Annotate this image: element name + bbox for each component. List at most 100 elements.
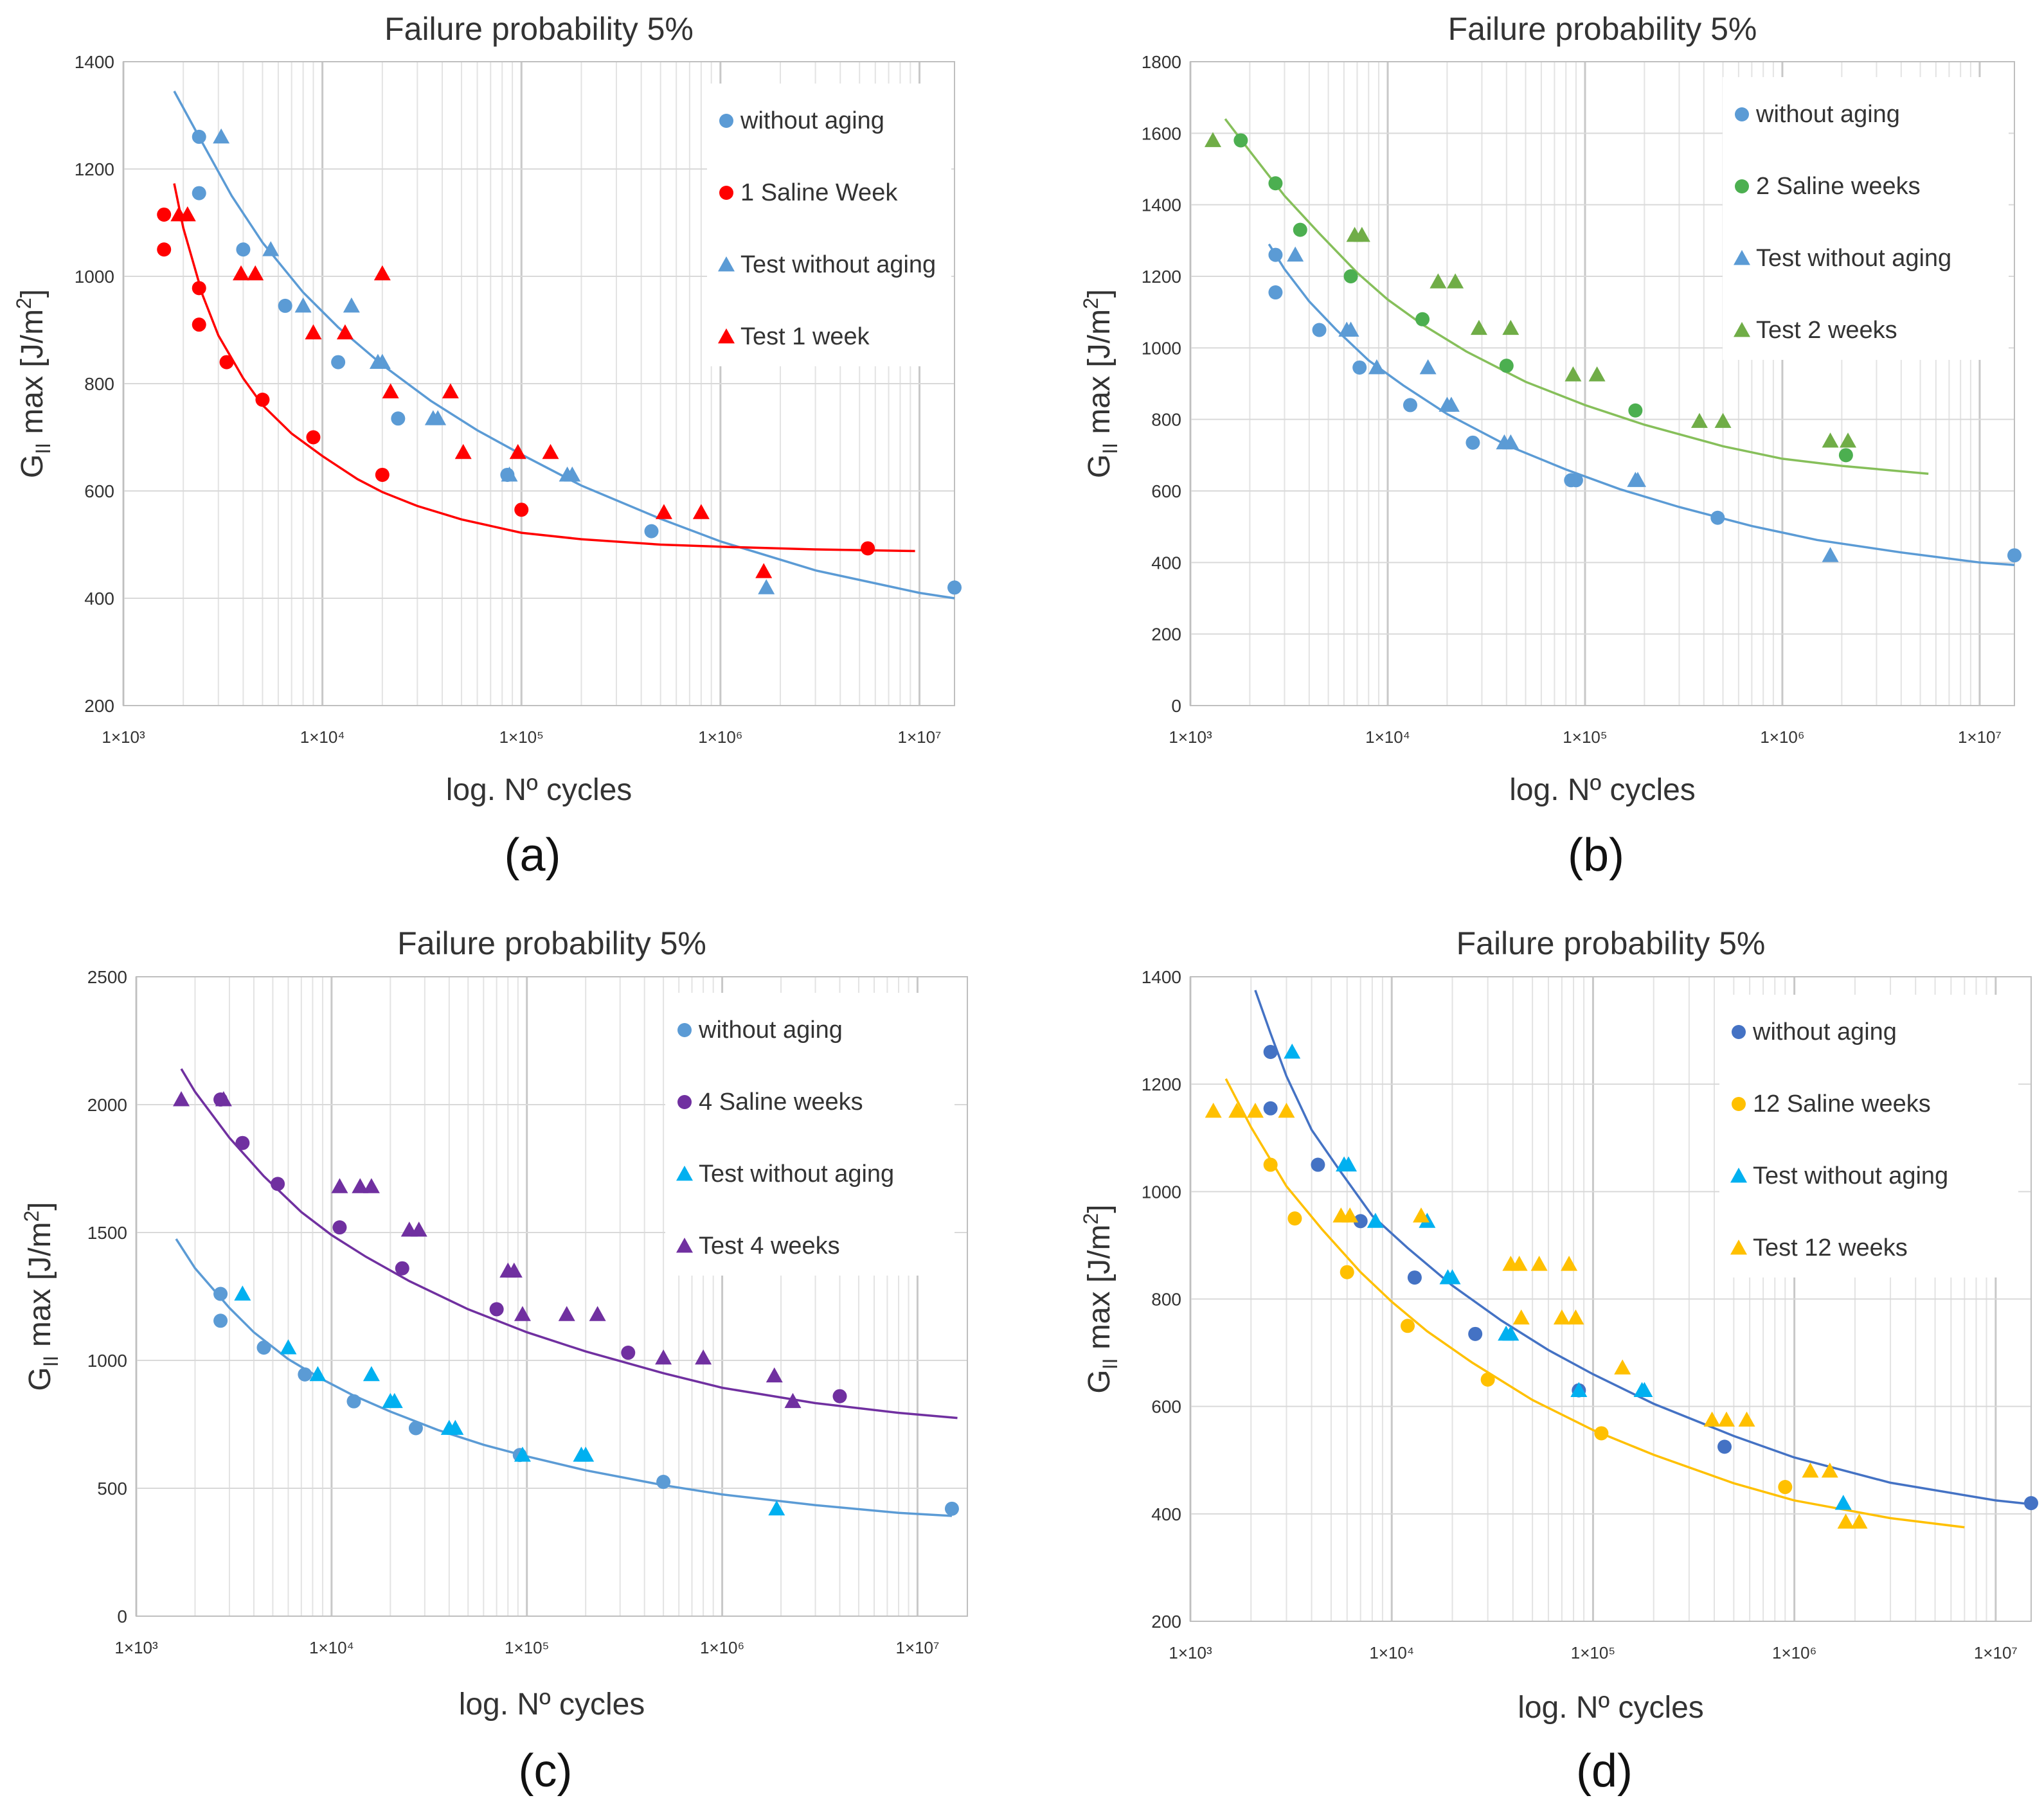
point-without-aging [256, 1340, 271, 1355]
point-2-saline-weeks [1268, 176, 1283, 191]
y-tick-label: 1600 [1142, 123, 1181, 143]
point-test-without-aging [1444, 1269, 1461, 1285]
legend-box [1719, 995, 2018, 1277]
point-test-without-aging [213, 128, 230, 144]
legend-box [665, 993, 955, 1276]
trendline-12-saline-weeks [1224, 1078, 1965, 1529]
point-test-2-weeks [1822, 432, 1839, 448]
trendline-without-aging [1268, 243, 2015, 566]
point-4-saline-weeks [621, 1346, 636, 1360]
x-tick-label: 1×10⁵ [499, 727, 544, 747]
point-without-aging [1352, 360, 1367, 375]
point-test-2-weeks [1588, 366, 1606, 382]
point-test-without-aging [1284, 1044, 1301, 1059]
point-test-without-aging [1340, 1156, 1357, 1171]
point-2-saline-weeks [1343, 269, 1358, 283]
point-test-12-weeks [1614, 1359, 1631, 1375]
point-1-saline-week [192, 317, 206, 332]
y-axis-label: GII max [J/m2] [1079, 289, 1122, 478]
point-without-aging [1468, 1326, 1483, 1341]
point-test-12-weeks [1205, 1102, 1222, 1118]
point-test-12-weeks [1246, 1102, 1264, 1118]
y-tick-label: 1500 [87, 1223, 127, 1243]
point-without-aging [947, 580, 962, 595]
point-test-4-weeks [766, 1367, 783, 1383]
point-test-1-week [542, 443, 559, 459]
point-test-without-aging [514, 1447, 531, 1462]
point-test-12-weeks [1530, 1256, 1548, 1271]
point-test-1-week [454, 443, 472, 459]
point-test-4-weeks [514, 1306, 531, 1321]
legend-label-without-aging: without aging [740, 107, 884, 134]
point-without-aging [331, 355, 346, 369]
point-test-2-weeks [1470, 319, 1487, 335]
chart-3: 0 500 1000 1500 2000 2500 1×10³ 1×10⁴ 1×10⁵ 1×10⁶… [20, 925, 968, 1797]
point-test-12-weeks [1228, 1102, 1246, 1118]
y-tick-label: 1000 [87, 1351, 127, 1371]
y-tick-label: 800 [1151, 410, 1181, 430]
point-test-without-aging [768, 1500, 785, 1516]
point-test-12-weeks [1278, 1102, 1295, 1118]
legend-label-test-without-aging: Test without aging [699, 1161, 894, 1188]
x-tick-label: 1×10⁴ [1365, 727, 1410, 747]
point-1-saline-week [306, 430, 321, 445]
y-tick-label: 1800 [1142, 52, 1181, 72]
legend-marker-4-saline-weeks [677, 1095, 692, 1109]
legend-marker-test-12-weeks [1730, 1240, 1747, 1255]
legend-label-test-1-week: Test 1 week [740, 323, 870, 350]
point-2-saline-weeks [1628, 403, 1643, 418]
point-test-12-weeks [1512, 1309, 1530, 1325]
point-test-1-week [233, 265, 250, 281]
chart-4: 200 400 600 800 1000 1200 1400 1×10³ 1×10⁴ 1×10⁵ 1… [1079, 925, 2038, 1797]
point-test-12-weeks [1738, 1411, 1755, 1427]
point-test-2-weeks [1430, 273, 1447, 289]
point-test-without-aging [1822, 547, 1839, 562]
point-test-without-aging [234, 1285, 251, 1301]
point-2-saline-weeks [1415, 312, 1430, 326]
panel-label: (b) [1568, 830, 1624, 881]
plot-area [136, 976, 968, 1617]
point-test-without-aging [1287, 246, 1304, 262]
point-without-aging [2024, 1496, 2038, 1511]
point-test-without-aging [1367, 1213, 1384, 1228]
point-4-saline-weeks [235, 1135, 250, 1150]
point-test-2-weeks [1690, 413, 1708, 428]
chart-title: Failure probability 5% [397, 925, 706, 961]
point-without-aging [1263, 1045, 1278, 1060]
point-test-without-aging [1342, 321, 1359, 337]
point-test-without-aging [429, 410, 447, 425]
y-tick-label: 500 [97, 1479, 127, 1499]
point-test-without-aging [1629, 472, 1646, 487]
legend-label-without-aging: without aging [1755, 101, 1900, 128]
legend-marker-test-without-aging [676, 1166, 693, 1181]
point-12-saline-weeks [1480, 1372, 1495, 1387]
point-test-without-aging [309, 1366, 327, 1382]
point-test-12-weeks [1802, 1462, 1819, 1478]
point-test-4-weeks [410, 1222, 427, 1237]
point-test-2-weeks [1502, 319, 1520, 335]
point-test-1-week [305, 324, 322, 340]
y-tick-label: 2000 [87, 1095, 127, 1115]
point-test-without-aging [294, 297, 312, 313]
point-test-without-aging [564, 466, 581, 482]
legend-marker-2-saline-weeks [1735, 179, 1749, 193]
point-test-without-aging [373, 353, 391, 369]
legend-label-4-saline-weeks: 4 Saline weeks [699, 1089, 863, 1116]
point-without-aging [1466, 435, 1480, 450]
point-test-1-week [179, 206, 196, 222]
point-test-without-aging [1442, 396, 1460, 412]
point-without-aging [1268, 247, 1283, 262]
point-12-saline-weeks [1401, 1319, 1415, 1333]
legend-marker-without-aging [677, 1023, 692, 1037]
point-4-saline-weeks [332, 1220, 347, 1235]
plot-area [1190, 61, 2015, 706]
point-test-without-aging [262, 241, 280, 256]
y-tick-label: 1000 [1142, 1182, 1181, 1202]
point-without-aging [1263, 1101, 1278, 1116]
point-without-aging [944, 1501, 959, 1516]
point-1-saline-week [157, 207, 172, 222]
point-without-aging [278, 298, 292, 313]
y-tick-label: 1400 [1142, 195, 1181, 215]
point-without-aging [2007, 548, 2022, 563]
